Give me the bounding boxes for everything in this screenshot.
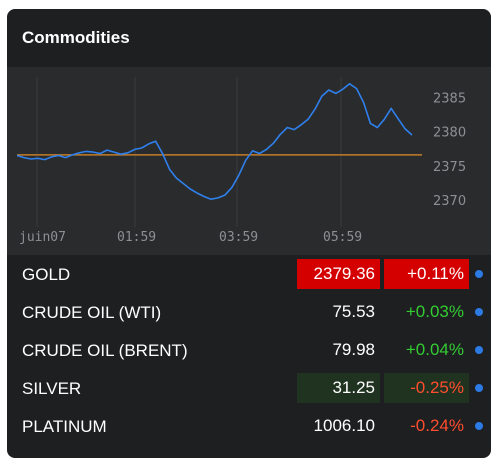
x-tick-label: 01:59 <box>117 230 156 245</box>
commodities-widget: Commodities 2385 2380 2375 2370 juin07 01:59 0… <box>7 9 491 458</box>
commodity-name: PLATINUM <box>22 417 107 436</box>
commodity-price: 79.98 <box>332 340 375 359</box>
commodity-change: +0.11% <box>384 259 469 289</box>
x-tick-label: juin07 <box>19 230 66 245</box>
commodity-price: 2379.36 <box>297 259 380 289</box>
commodity-price: 75.53 <box>332 302 375 321</box>
y-tick-label: 2375 <box>433 160 466 175</box>
commodity-price: 31.25 <box>297 373 380 403</box>
price-series-line <box>16 82 413 200</box>
commodity-row-silver[interactable]: SILVER 31.25 -0.25% <box>7 369 491 407</box>
status-dot-icon <box>475 270 483 278</box>
commodity-row-crude-oil-brent[interactable]: CRUDE OIL (BRENT) 79.98 +0.04% <box>7 331 491 369</box>
status-dot-icon <box>475 384 483 392</box>
widget-title: Commodities <box>22 28 130 47</box>
status-dot-icon <box>475 308 483 316</box>
status-dot-icon <box>475 346 483 354</box>
x-tick-label: 05:59 <box>323 230 362 245</box>
commodity-change: +0.04% <box>405 340 464 359</box>
y-tick-label: 2370 <box>433 194 466 209</box>
commodity-change: -0.25% <box>384 373 469 403</box>
widget-header: Commodities <box>7 9 491 67</box>
chart-svg: 2385 2380 2375 2370 juin07 01:59 03:59 05:59 <box>16 77 466 245</box>
commodity-row-platinum[interactable]: PLATINUM 1006.10 -0.24% <box>7 407 491 445</box>
commodity-name: CRUDE OIL (WTI) <box>22 303 162 322</box>
commodity-price: 1006.10 <box>313 416 375 435</box>
commodity-row-crude-oil-wti[interactable]: CRUDE OIL (WTI) 75.53 +0.03% <box>7 293 491 331</box>
status-dot-icon <box>475 422 483 430</box>
commodity-name: SILVER <box>22 379 82 398</box>
commodity-row-gold[interactable]: GOLD 2379.36 +0.11% <box>7 255 491 293</box>
commodity-list: GOLD 2379.36 +0.11% CRUDE OIL (WTI) 75.5… <box>7 255 491 445</box>
y-tick-label: 2380 <box>433 126 466 141</box>
y-tick-label: 2385 <box>433 91 466 106</box>
price-chart[interactable]: 2385 2380 2375 2370 juin07 01:59 03:59 05:59 <box>7 67 491 255</box>
commodity-change: -0.24% <box>410 416 464 435</box>
commodity-name: GOLD <box>22 265 71 284</box>
x-tick-label: 03:59 <box>219 230 258 245</box>
commodity-change: +0.03% <box>405 302 464 321</box>
commodity-name: CRUDE OIL (BRENT) <box>22 341 188 360</box>
